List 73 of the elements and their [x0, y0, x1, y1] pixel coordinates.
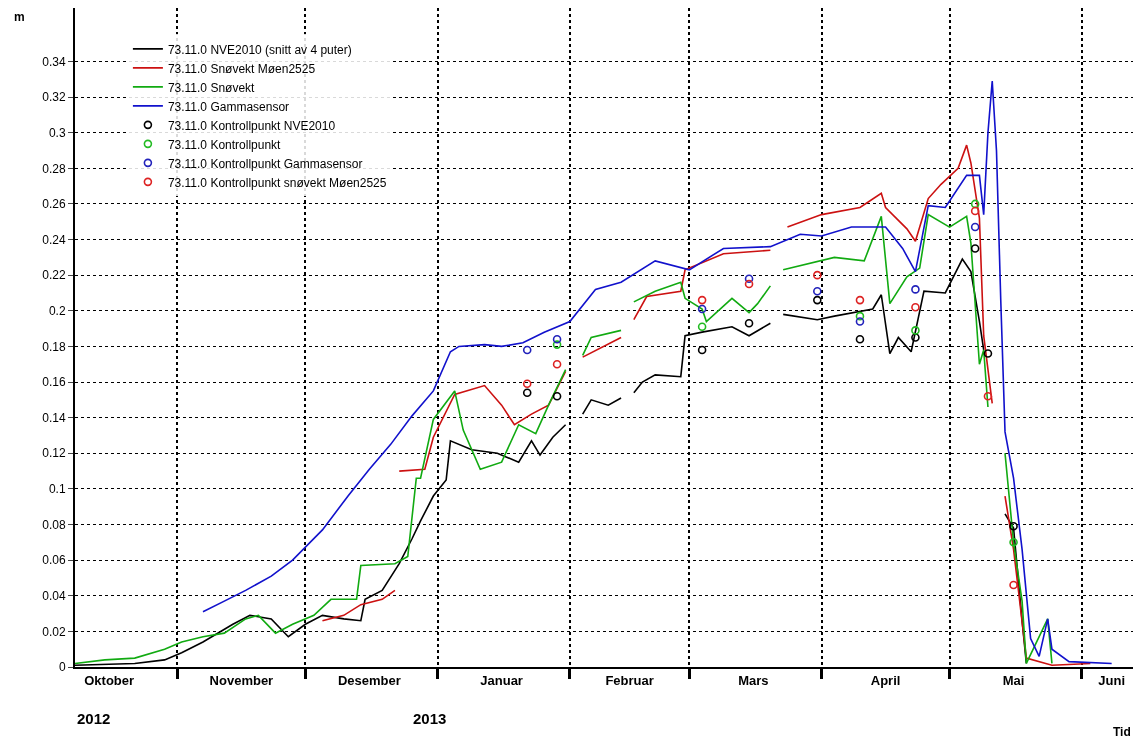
- point: [911, 326, 920, 335]
- x-tick-label: Februar: [605, 672, 654, 688]
- point: [697, 304, 707, 314]
- point: [744, 318, 754, 328]
- point: [813, 295, 822, 305]
- point: [697, 322, 707, 332]
- point: [697, 345, 707, 355]
- y-tick-label: 0.16: [42, 375, 66, 390]
- point: [1009, 521, 1018, 531]
- point: [970, 244, 980, 253]
- y-tick-label: 0.34: [42, 54, 66, 69]
- point: [911, 285, 920, 294]
- y-tick-label: 0.18: [42, 339, 66, 354]
- legend-label: 73.11.0 Gammasensor: [167, 99, 290, 114]
- point: [983, 391, 993, 401]
- y-tick-label: 0.28: [42, 161, 66, 176]
- point: [970, 222, 980, 232]
- point: [1009, 580, 1018, 590]
- point: [970, 199, 980, 209]
- point: [522, 345, 532, 355]
- legend-label: 73.11.0 Snøvekt: [167, 80, 256, 95]
- y-tick-label: 0.3: [48, 125, 66, 140]
- point: [552, 334, 562, 344]
- y-tick-label: 0.04: [42, 588, 66, 603]
- y-tick-label: 0.06: [42, 553, 66, 568]
- point: [855, 317, 865, 326]
- x-axis-title: Tid: [1113, 725, 1131, 739]
- x-tick-label: Desember: [337, 672, 401, 688]
- y-tick-label: 0.12: [42, 446, 66, 461]
- legend-label: 73.11.0 Snøvekt Møen2525: [167, 61, 316, 76]
- legend-label: 73.11.0 NVE2010 (snitt av 4 puter): [167, 42, 352, 57]
- point: [552, 391, 562, 401]
- point: [522, 379, 532, 389]
- x-tick-label: April: [870, 672, 901, 688]
- legend-label: 73.11.0 Kontrollpunkt NVE2010: [167, 118, 336, 133]
- text: 2012: [77, 710, 111, 727]
- y-tick-label: 0.2: [48, 303, 66, 318]
- point: [552, 359, 562, 369]
- y-tick-label: 0: [58, 660, 66, 675]
- point: [744, 274, 754, 284]
- text: 2013: [413, 710, 447, 727]
- point: [744, 279, 754, 289]
- y-tick-label: 0.24: [42, 232, 66, 247]
- y-tick-label: 0.1: [48, 482, 66, 497]
- point: [552, 340, 562, 349]
- point: [522, 388, 532, 398]
- y-tick-label: 0.08: [42, 517, 66, 532]
- point: [855, 295, 865, 305]
- x-tick-label: November: [209, 672, 274, 688]
- y-tick-label: 0.32: [42, 90, 66, 105]
- x-tick-label: Mai: [1002, 672, 1025, 688]
- x-tick-label: Mars: [738, 672, 769, 688]
- point: [983, 349, 993, 358]
- y-tick-label: 0.22: [42, 268, 66, 283]
- point: [1009, 538, 1018, 547]
- point: [911, 302, 920, 312]
- x-tick-label: Januar: [480, 672, 523, 688]
- y-tick-label: 0.26: [42, 197, 66, 212]
- point: [813, 270, 822, 280]
- point: [855, 311, 865, 321]
- legend-label: 73.11.0 Kontrollpunkt snøvekt Møen2525: [167, 175, 387, 190]
- x-tick-label: Oktober: [84, 672, 135, 688]
- point: [970, 206, 980, 216]
- x-tick-label: Juni: [1098, 672, 1126, 688]
- point: [855, 334, 865, 344]
- point: [813, 286, 822, 296]
- point: [911, 333, 920, 342]
- y-tick-label: 0.14: [42, 410, 66, 425]
- legend-label: 73.11.0 Kontrollpunkt Gammasensor: [167, 156, 363, 171]
- y-tick-label: 0.02: [42, 624, 66, 639]
- point: [697, 295, 707, 305]
- y-axis-title: m: [14, 10, 25, 24]
- legend-label: 73.11.0 Kontrollpunkt: [167, 137, 282, 152]
